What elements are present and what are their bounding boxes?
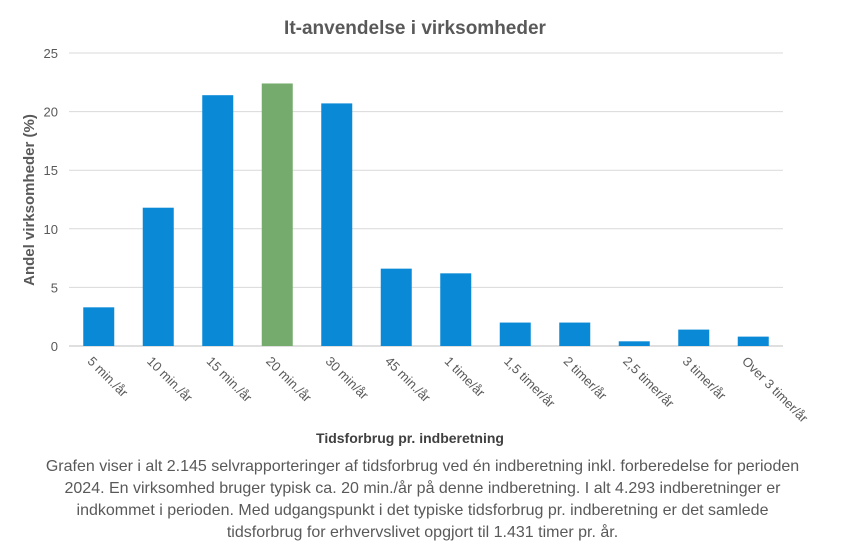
y-tick-label: 15	[44, 163, 58, 178]
x-tick-label: 5 min./år	[85, 354, 132, 401]
bar	[261, 83, 293, 347]
bar	[618, 341, 650, 346]
bar	[737, 336, 769, 346]
bar	[559, 322, 591, 346]
x-tick-label: 15 min./år	[204, 354, 256, 406]
bar	[142, 207, 174, 346]
x-tick-label: 1,5 timer/år	[501, 354, 559, 412]
y-tick-label: 5	[51, 280, 58, 295]
y-axis-label: Andel virksomheder (%)	[21, 114, 38, 286]
x-tick-label: 2 timer/år	[561, 354, 611, 404]
chart-caption: Grafen viser i alt 2.145 selvrapporterin…	[45, 458, 800, 541]
x-tick-label: 20 min./år	[263, 354, 315, 406]
x-tick-label: 45 min./år	[382, 354, 434, 406]
x-tick-label: 2,5 timer/år	[620, 354, 678, 412]
x-tick-label: Over 3 timer/år	[739, 354, 811, 426]
x-tick-label: 10 min./år	[144, 354, 196, 406]
y-tick-label: 0	[51, 339, 58, 354]
bar	[202, 95, 234, 346]
x-tick-label: 1 time/år	[442, 354, 489, 401]
bar	[380, 268, 412, 346]
x-tick-label: 3 timer/år	[680, 354, 730, 404]
y-tick-label: 20	[44, 105, 58, 120]
y-tick-label: 25	[44, 46, 58, 61]
bar	[440, 273, 472, 346]
bar	[499, 322, 531, 346]
bar	[678, 329, 710, 346]
chart-title: It-anvendelse i virksomheder	[284, 18, 546, 39]
x-tick-label: 30 min/år	[323, 354, 372, 403]
bar	[321, 103, 353, 347]
bar	[83, 307, 115, 346]
y-tick-label: 10	[44, 222, 58, 237]
x-axis-label: Tidsforbrug pr. indberetning	[316, 430, 504, 446]
